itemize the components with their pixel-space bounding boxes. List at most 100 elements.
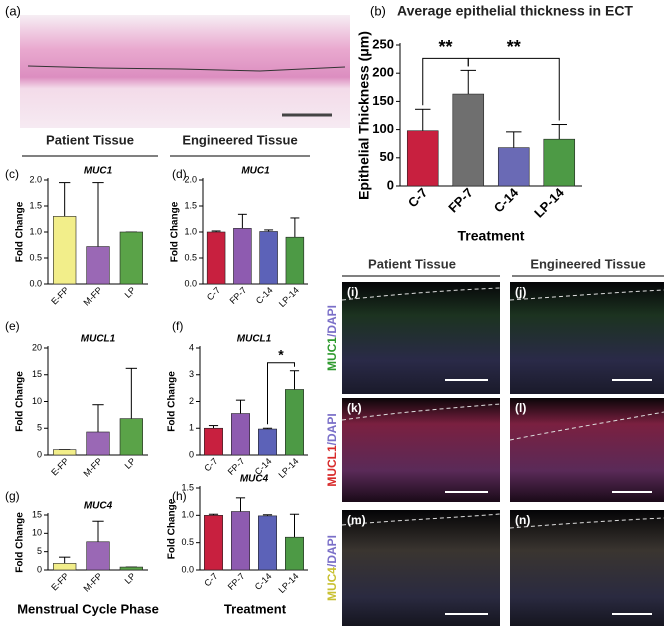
bar — [86, 246, 110, 285]
y-tick-label: 1 — [189, 423, 194, 433]
y-tick-label: 2.0 — [184, 174, 197, 184]
x-tick-label: LP-14 — [277, 285, 301, 309]
x-tick-label: C-14 — [491, 184, 522, 215]
micrograph — [342, 282, 500, 394]
x-tick-label: LP-14 — [531, 184, 567, 220]
x-tick-label: E-FP — [49, 285, 71, 307]
y-tick-label: 0.0 — [181, 564, 194, 574]
bar — [285, 389, 304, 456]
bar — [452, 93, 485, 187]
y-tick-label: 10 — [32, 528, 42, 538]
header: Patient Tissue — [46, 132, 134, 147]
bar — [233, 228, 252, 285]
y-axis-label: Fold Change — [15, 371, 26, 432]
x-tick-label: C-14 — [253, 571, 274, 592]
sig-label: ** — [438, 37, 452, 57]
chart-title: MUC4 — [84, 501, 113, 512]
stain-label: MUC4/DAPI — [325, 535, 339, 601]
bar — [86, 431, 110, 456]
y-tick-label: 2.0 — [29, 174, 42, 184]
y-tick-label: 5 — [37, 546, 42, 556]
bar — [543, 138, 576, 187]
bar — [259, 231, 278, 285]
y-axis-label: Epithelial Thickness (μm) — [356, 31, 372, 200]
x-tick-label: LP — [123, 571, 138, 586]
panel-label: (n) — [515, 513, 530, 527]
y-tick-label: 1.5 — [29, 200, 42, 210]
y-tick-label: 0 — [37, 564, 42, 574]
y-tick-label: 0 — [37, 449, 42, 459]
sig-label: * — [278, 346, 284, 362]
x-tick-label: M-FP — [81, 571, 104, 594]
y-tick-label: 15 — [32, 369, 42, 379]
footer: Menstrual Cycle Phase — [17, 601, 159, 616]
panel-label: (i) — [347, 285, 358, 299]
panel-label: (c) — [5, 167, 19, 181]
y-tick-label: 150 — [372, 93, 394, 108]
marker: MUCL1 — [325, 445, 339, 487]
y-tick-label: 50 — [380, 149, 394, 164]
y-tick-label: 100 — [372, 121, 394, 136]
y-tick-label: 1.0 — [181, 510, 194, 520]
y-tick-label: 5 — [37, 423, 42, 433]
boundary — [509, 411, 665, 441]
boundary — [341, 513, 501, 526]
x-tick-label: E-FP — [49, 571, 71, 593]
x-tick-label: FP-7 — [226, 571, 247, 592]
y-tick-label: 0.5 — [29, 252, 42, 262]
sig-bracket — [467, 57, 560, 121]
chart-title: Average epithelial thickness in ECT — [397, 3, 633, 19]
y-axis-label: Fold Change — [15, 201, 26, 262]
y-tick-label: 15 — [32, 509, 42, 519]
x-tick-label: LP — [123, 285, 138, 300]
bar — [231, 511, 250, 571]
x-tick-label: FP-7 — [228, 285, 249, 306]
bar — [258, 515, 277, 571]
header: Engineered Tissue — [182, 132, 297, 147]
y-tick-label: 4 — [189, 342, 194, 352]
dapi: /DAPI — [325, 305, 339, 337]
bar — [406, 130, 439, 187]
x-tick-label: M-FP — [81, 456, 104, 479]
micrograph — [510, 510, 664, 626]
sig-label: ** — [507, 37, 521, 57]
bar — [206, 231, 226, 285]
bar — [497, 147, 530, 187]
y-tick-label: 20 — [32, 342, 42, 352]
x-tick-label: FP-7 — [445, 185, 476, 216]
boundary — [341, 403, 501, 421]
chart-title: MUC4 — [240, 474, 269, 485]
y-tick-label: 1.5 — [181, 482, 194, 492]
panel-label: (f) — [172, 319, 183, 333]
micrograph — [510, 282, 664, 394]
dapi: /DAPI — [325, 535, 339, 567]
marker: MUC1 — [325, 337, 339, 371]
boundary — [341, 287, 501, 301]
panel-label: (g) — [5, 489, 20, 503]
y-axis-label: Fold Change — [15, 512, 26, 573]
y-tick-label: 1.5 — [184, 200, 197, 210]
x-tick-label: M-FP — [81, 285, 104, 308]
y-tick-label: 1.0 — [29, 226, 42, 236]
y-axis-label: Fold Change — [167, 498, 178, 559]
y-tick-label: 0.5 — [181, 537, 194, 547]
y-tick-label: 0 — [387, 177, 394, 192]
sig-bracket — [267, 362, 295, 425]
x-tick-label: C-7 — [202, 571, 219, 588]
boundary — [509, 517, 665, 529]
y-tick-label: 10 — [32, 396, 42, 406]
stain-label: MUCL1/DAPI — [325, 413, 339, 486]
chart-title: MUC1 — [241, 166, 270, 177]
dapi: /DAPI — [325, 413, 339, 445]
panel-label: (a) — [5, 3, 21, 18]
bar — [53, 563, 77, 571]
y-tick-label: 1.0 — [184, 226, 197, 236]
bar — [258, 428, 277, 456]
measure-line — [27, 65, 346, 72]
x-tick-label: LP — [123, 456, 138, 471]
header: Engineered Tissue — [530, 256, 645, 271]
bar — [119, 566, 143, 571]
panel-label: (d) — [172, 167, 187, 181]
x-axis-label: Treatment — [458, 228, 525, 244]
